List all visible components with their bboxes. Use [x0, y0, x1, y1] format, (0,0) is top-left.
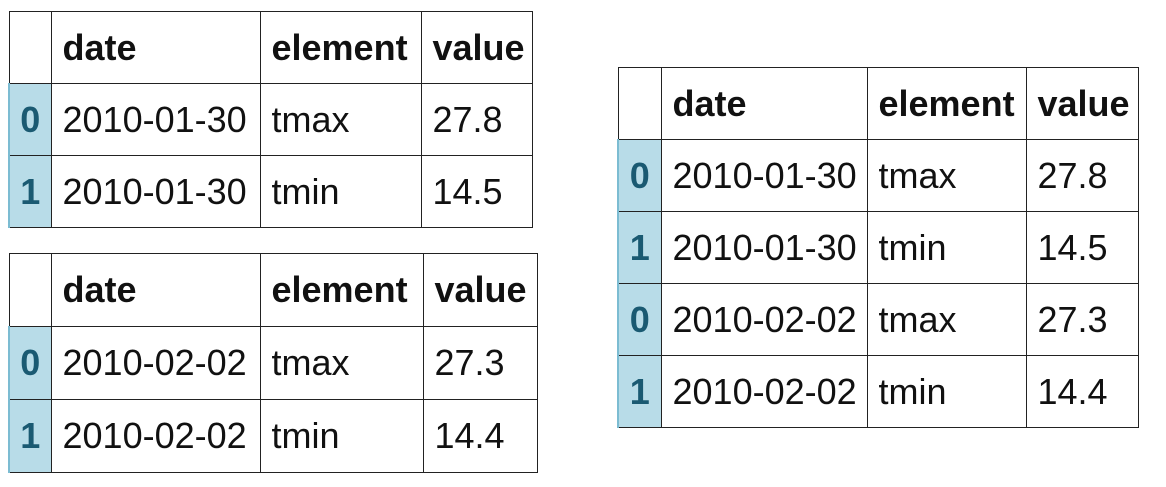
- row-index: 0: [8, 83, 52, 156]
- cell-element: tmin: [866, 355, 1027, 428]
- column-header-element: element: [259, 11, 422, 84]
- cell-element: tmax: [259, 326, 424, 400]
- cell-value: 27.8: [420, 83, 533, 156]
- table-row: 0 2010-02-02 tmax 27.3: [8, 326, 538, 400]
- table-row: 1 2010-02-02 tmin 14.4: [617, 355, 1139, 428]
- cell-value: 27.3: [422, 326, 538, 400]
- cell-value: 27.3: [1025, 283, 1139, 356]
- cell-date: 2010-02-02: [50, 326, 261, 400]
- column-header-element: element: [866, 67, 1027, 140]
- table-row: 0 2010-01-30 tmax 27.8: [617, 139, 1139, 212]
- cell-date: 2010-02-02: [660, 283, 868, 356]
- table-row: 0 2010-02-02 tmax 27.3: [617, 283, 1139, 356]
- header-row: date element value: [8, 11, 533, 84]
- dataframe-top-left: date element value 0 2010-01-30 tmax 27.…: [8, 11, 533, 228]
- table-row: 1 2010-01-30 tmin 14.5: [617, 211, 1139, 284]
- dataframe-concatenated: date element value 0 2010-01-30 tmax 27.…: [617, 67, 1139, 428]
- row-index: 1: [617, 211, 662, 284]
- cell-value: 14.5: [1025, 211, 1139, 284]
- cell-value: 14.4: [422, 399, 538, 473]
- dataframe-bottom-left: date element value 0 2010-02-02 tmax 27.…: [8, 253, 538, 473]
- row-index: 0: [8, 326, 52, 400]
- column-header-value: value: [1025, 67, 1139, 140]
- table-row: 0 2010-01-30 tmax 27.8: [8, 83, 533, 156]
- row-index: 1: [8, 155, 52, 228]
- header-row: date element value: [617, 67, 1139, 140]
- index-header: [8, 11, 52, 84]
- column-header-element: element: [259, 253, 424, 327]
- column-header-date: date: [50, 253, 261, 327]
- cell-element: tmin: [259, 399, 424, 473]
- cell-date: 2010-01-30: [660, 211, 868, 284]
- column-header-date: date: [660, 67, 868, 140]
- cell-element: tmin: [866, 211, 1027, 284]
- column-header-value: value: [422, 253, 538, 327]
- cell-value: 27.8: [1025, 139, 1139, 212]
- cell-date: 2010-01-30: [50, 83, 261, 156]
- cell-date: 2010-02-02: [660, 355, 868, 428]
- column-header-value: value: [420, 11, 533, 84]
- cell-element: tmax: [866, 283, 1027, 356]
- header-row: date element value: [8, 253, 538, 327]
- row-index: 0: [617, 283, 662, 356]
- column-header-date: date: [50, 11, 261, 84]
- cell-element: tmax: [259, 83, 422, 156]
- row-index: 1: [617, 355, 662, 428]
- row-index: 1: [8, 399, 52, 473]
- cell-element: tmin: [259, 155, 422, 228]
- row-index: 0: [617, 139, 662, 212]
- cell-value: 14.5: [420, 155, 533, 228]
- cell-date: 2010-01-30: [660, 139, 868, 212]
- table-row: 1 2010-02-02 tmin 14.4: [8, 399, 538, 473]
- cell-element: tmax: [866, 139, 1027, 212]
- cell-date: 2010-01-30: [50, 155, 261, 228]
- index-header: [617, 67, 662, 140]
- cell-value: 14.4: [1025, 355, 1139, 428]
- cell-date: 2010-02-02: [50, 399, 261, 473]
- index-header: [8, 253, 52, 327]
- table-row: 1 2010-01-30 tmin 14.5: [8, 155, 533, 228]
